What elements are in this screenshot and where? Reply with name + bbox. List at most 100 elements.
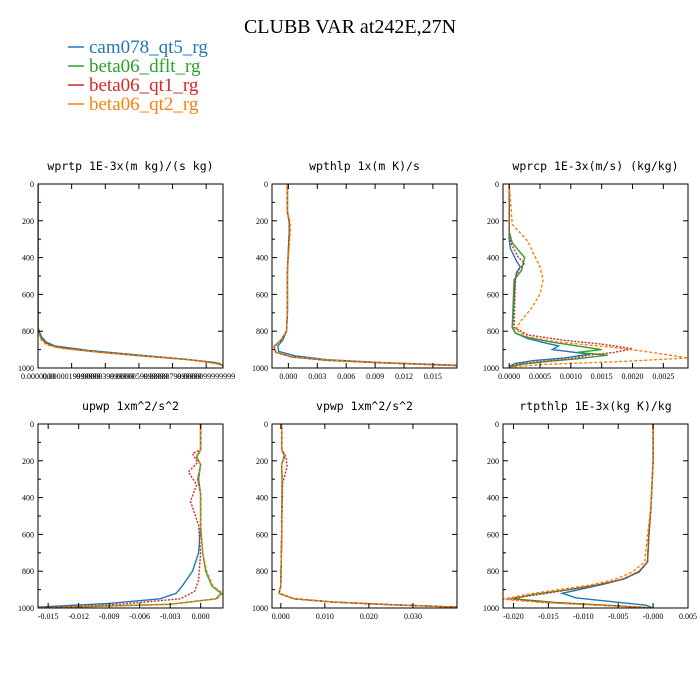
xtick-label-1-4: 0.012 xyxy=(395,372,413,381)
ytick-label-5-2: 400 xyxy=(487,494,499,503)
xtick-label-5-0: -0.020 xyxy=(503,612,524,621)
panel-2: wprcp 1E-3x(m/s) (kg/kg) 0 200 400 600 800 100… xyxy=(483,159,689,381)
xtick-label-5-5: 0.005 xyxy=(679,612,697,621)
ytick-label-5-5: 1000 xyxy=(483,604,499,613)
ytick-label-0-1: 200 xyxy=(22,217,34,226)
xtick-label-1-3: 0.009 xyxy=(366,372,384,381)
ytick-label-0-5: 1000 xyxy=(18,364,34,373)
series-group-3 xyxy=(38,424,223,608)
ytick-label-4-1: 200 xyxy=(256,457,268,466)
ytick-label-2-2: 400 xyxy=(487,254,499,263)
series-line-4-2 xyxy=(278,424,457,608)
series-line-4-1 xyxy=(278,424,457,608)
series-line-0-3 xyxy=(38,184,223,366)
ytick-label-2-1: 200 xyxy=(487,217,499,226)
panel-3: upwp 1xm^2/s^2 0 200 400 600 800 1000 -0.015 -0.… xyxy=(18,399,224,621)
plot-frame-5 xyxy=(502,423,689,609)
ytick-label-3-3: 600 xyxy=(22,530,34,539)
ytick-label-4-2: 400 xyxy=(256,494,268,503)
panel-5: rtpthlp 1E-3x(kg K)/kg02004006008001000-… xyxy=(483,399,697,621)
ytick-label-3-4: 800 xyxy=(22,567,34,576)
xtick-label-5-4: -0.000 xyxy=(643,612,664,621)
series-line-4-0 xyxy=(278,424,457,608)
xtick-label-3-4: -0.003 xyxy=(160,612,181,621)
xtick-label-2-0: 0.0000 xyxy=(498,372,520,381)
plot-frame-4 xyxy=(271,423,458,609)
ytick-label-4-4: 800 xyxy=(256,567,268,576)
plot-frame-1 xyxy=(271,183,458,369)
figure-title: CLUBB VAR at242E,27N xyxy=(244,16,456,38)
legend: cam078_qt5_rgbeta06_dflt_rgbeta06_qt1_rg… xyxy=(68,37,208,115)
series-line-3-3 xyxy=(38,424,223,608)
series-line-5-2 xyxy=(506,424,654,608)
xtick-label-0-0: 0.0000000 xyxy=(21,372,55,381)
series-line-2-2 xyxy=(508,184,633,368)
xtick-label-2-5: 0.0025 xyxy=(652,372,674,381)
xtick-label-5-2: -0.010 xyxy=(573,612,594,621)
panel-title-2: wprcp 1E-3x(m/s) (kg/kg) xyxy=(512,159,678,173)
xtick-label-3-3: -0.006 xyxy=(129,612,150,621)
series-line-5-3 xyxy=(503,424,654,608)
series-line-2-0 xyxy=(508,184,590,367)
xtick-label-0-5: 0.0000099999999 xyxy=(177,372,235,381)
series-line-1-3 xyxy=(272,184,457,367)
ytick-label-3-5: 1000 xyxy=(18,604,34,613)
series-line-1-1 xyxy=(273,184,457,367)
panel-4: vpwp 1xm^2/s^2 0 200 400 600 800 1000 0.000 0.01… xyxy=(252,399,458,621)
xtick-label-2-4: 0.0020 xyxy=(622,372,644,381)
xtick-label-3-2: -0.009 xyxy=(99,612,120,621)
series-line-0-2 xyxy=(38,184,223,367)
xtick-label-4-1: 0.010 xyxy=(316,612,334,621)
ytick-label-0-2: 400 xyxy=(22,254,34,263)
series-group-4 xyxy=(278,424,457,608)
legend-label-3: beta06_qt2_rg xyxy=(89,94,199,115)
series-line-1-0 xyxy=(277,184,457,366)
series-group-0 xyxy=(38,184,223,367)
xtick-label-0-3: 0.0000059999999 xyxy=(110,372,168,381)
xtick-label-2-3: 0.0015 xyxy=(591,372,613,381)
series-line-4-3 xyxy=(278,424,457,608)
panels: wprtp 1E-3x(m kg)/(s kg) 0 200 400 600 800 100… xyxy=(18,159,697,621)
ytick-label-4-0: 0 xyxy=(264,420,268,429)
series-line-5-1 xyxy=(513,424,654,608)
xtick-label-3-1: -0.012 xyxy=(68,612,89,621)
ytick-label-1-2: 400 xyxy=(256,254,268,263)
ytick-label-4-3: 600 xyxy=(256,530,268,539)
legend-label-2: beta06_qt1_rg xyxy=(89,75,199,96)
xtick-label-0-2: 0.0000039999999 xyxy=(76,372,134,381)
xtick-label-2-2: 0.0010 xyxy=(560,372,582,381)
ytick-label-2-4: 800 xyxy=(487,327,499,336)
ytick-label-5-0: 0 xyxy=(495,420,499,429)
ytick-label-1-4: 800 xyxy=(256,327,268,336)
series-line-0-1 xyxy=(38,184,223,367)
ytick-label-3-2: 400 xyxy=(22,494,34,503)
panel-0: wprtp 1E-3x(m kg)/(s kg) 0 200 400 600 800 100… xyxy=(18,159,235,381)
xtick-label-1-2: 0.006 xyxy=(337,372,355,381)
ytick-label-2-3: 600 xyxy=(487,290,499,299)
xtick-label-5-3: -0.005 xyxy=(608,612,629,621)
ytick-label-5-1: 200 xyxy=(487,457,499,466)
ytick-label-0-0: 0 xyxy=(30,180,34,189)
ytick-label-1-1: 200 xyxy=(256,217,268,226)
panel-title-4: vpwp 1xm^2/s^2 xyxy=(316,399,413,413)
xtick-label-1-0: 0.000 xyxy=(279,372,297,381)
xtick-label-1-1: 0.003 xyxy=(308,372,326,381)
xtick-label-4-3: 0.030 xyxy=(404,612,422,621)
series-line-1-2 xyxy=(273,184,457,367)
ytick-label-0-3: 600 xyxy=(22,290,34,299)
panel-title-1: wpthlp 1x(m K)/s xyxy=(309,159,420,173)
xtick-label-3-0: -0.015 xyxy=(38,612,59,621)
ytick-label-1-0: 0 xyxy=(264,180,268,189)
panel-title-0: wprtp 1E-3x(m kg)/(s kg) xyxy=(47,159,213,173)
xtick-label-3-5: 0.000 xyxy=(192,612,210,621)
ytick-label-3-0: 0 xyxy=(30,420,34,429)
series-line-3-2 xyxy=(38,424,202,608)
xtick-label-4-0: 0.000 xyxy=(272,612,290,621)
panel-title-5: rtpthlp 1E-3x(kg K)/kg xyxy=(519,399,671,413)
xtick-label-2-1: 0.0005 xyxy=(529,372,551,381)
series-line-3-1 xyxy=(38,424,223,608)
ytick-label-2-0: 0 xyxy=(495,180,499,189)
xtick-label-5-1: -0.015 xyxy=(538,612,559,621)
xtick-label-0-1: 0.0000019999999 xyxy=(43,372,101,381)
